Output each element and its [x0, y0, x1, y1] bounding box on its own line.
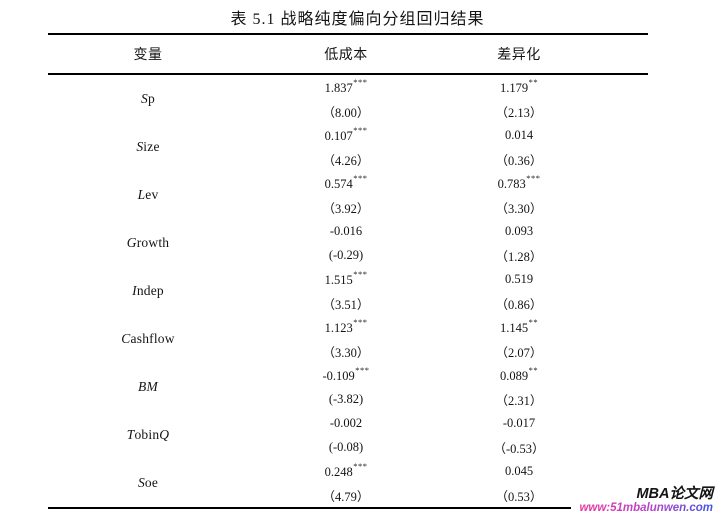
coefficient-cell: 1.515*** [324, 269, 368, 287]
table-header: 变量 低成本 差异化 [48, 33, 648, 75]
variable-name: Soe [137, 475, 159, 490]
table-body: Sp 1.837*** 1.179** （8.00） （2.13） Size 0.107**… [48, 74, 648, 508]
t-value-row: (-0.08) （-0.53） [48, 435, 648, 459]
t-value-row: (-3.82) （2.31） [48, 387, 648, 411]
header-variable: 变量 [48, 33, 248, 75]
spacer-cell [594, 363, 648, 411]
coefficient-row: BM -0.109*** 0.089** [48, 363, 648, 394]
t-value-cell: （8.00） [322, 105, 370, 120]
coefficient-cell: 0.014 [504, 127, 534, 142]
variable-name: TobinQ [126, 427, 170, 442]
coefficient-cell: 0.574*** [324, 173, 368, 191]
header-low-cost: 低成本 [248, 33, 444, 75]
t-value-cell: (-0.29) [328, 247, 364, 262]
significance-stars: ** [528, 317, 539, 328]
t-value-cell: （2.13） [495, 105, 543, 120]
coefficient-cell: 0.519 [504, 271, 534, 286]
t-value-cell: （0.53） [495, 489, 543, 504]
coefficient-cell: 0.093 [504, 223, 534, 238]
variable-name: Size [136, 139, 160, 154]
coefficient-row: Indep 1.515*** 0.519 [48, 267, 648, 298]
t-value-row: （3.92） （3.30） [48, 195, 648, 219]
significance-stars: *** [526, 173, 541, 184]
coefficient-cell: -0.017 [502, 415, 536, 430]
t-value-cell: （3.51） [322, 297, 370, 312]
coefficient-row: Soe 0.248*** 0.045 [48, 459, 648, 490]
t-value-cell: (-3.82) [328, 391, 364, 406]
table-title: 表 5.1 战略纯度偏向分组回归结果 [230, 11, 485, 28]
t-value-row: （4.26） （0.36） [48, 147, 648, 171]
t-value-row: （4.79） （0.53） [48, 483, 648, 508]
t-value-cell: （0.86） [495, 297, 543, 312]
spacer-cell [594, 171, 648, 219]
coefficient-cell: 1.837*** [324, 77, 368, 95]
coefficient-cell: 1.123*** [324, 317, 368, 335]
variable-name: Growth [126, 235, 170, 250]
spacer-cell [594, 123, 648, 171]
significance-stars: ** [528, 365, 539, 376]
t-value-cell: （4.26） [322, 153, 370, 168]
t-value-row: (-0.29) （1.28） [48, 243, 648, 267]
significance-stars: *** [353, 317, 368, 328]
spacer-cell [594, 74, 648, 123]
t-value-cell: （1.28） [495, 249, 543, 264]
regression-table: 变量 低成本 差异化 Sp 1.837*** 1.179** （8.00） （2.13）… [48, 33, 648, 509]
header-spacer [594, 33, 648, 75]
header-differentiation: 差异化 [444, 33, 594, 75]
t-value-cell: （2.31） [495, 393, 543, 408]
significance-stars: *** [353, 173, 368, 184]
coefficient-cell: 0.089** [499, 365, 539, 383]
spacer-cell [594, 411, 648, 459]
variable-name: Lev [137, 187, 159, 202]
t-value-cell: （3.30） [495, 201, 543, 216]
watermark-site-name: MBA论文网 [636, 485, 713, 502]
t-value-cell: (-0.08) [328, 439, 364, 454]
variable-name: BM [138, 379, 158, 394]
coefficient-cell: -0.002 [329, 415, 363, 430]
t-value-row: （8.00） （2.13） [48, 99, 648, 123]
t-value-cell: （3.30） [322, 345, 370, 360]
significance-stars: *** [355, 365, 370, 376]
significance-stars: ** [528, 77, 539, 88]
spacer-cell [594, 315, 648, 363]
variable-name: Sp [141, 91, 155, 106]
t-value-cell: （4.79） [322, 489, 370, 504]
t-value-cell: （3.92） [322, 201, 370, 216]
coefficient-cell: 0.107*** [324, 125, 368, 143]
spacer-cell [594, 267, 648, 315]
t-value-row: （3.30） （2.07） [48, 339, 648, 363]
coefficient-row: Lev 0.574*** 0.783*** [48, 171, 648, 202]
coefficient-cell: 0.248*** [324, 461, 368, 479]
watermark: MBA论文网 www:51mbalunwen.com [571, 484, 714, 516]
coefficient-row: Growth -0.016 0.093 [48, 219, 648, 251]
coefficient-row: Cashflow 1.123*** 1.145** [48, 315, 648, 346]
t-value-cell: （2.07） [495, 345, 543, 360]
coefficient-cell: -0.109*** [322, 365, 370, 383]
coefficient-row: TobinQ -0.002 -0.017 [48, 411, 648, 443]
significance-stars: *** [353, 125, 368, 136]
t-value-row: （3.51） （0.86） [48, 291, 648, 315]
significance-stars: *** [353, 461, 368, 472]
header-row: 变量 低成本 差异化 [48, 33, 648, 75]
coefficient-cell: -0.016 [329, 223, 363, 238]
coefficient-cell: 0.045 [504, 463, 534, 478]
coefficient-row: Size 0.107*** 0.014 [48, 123, 648, 154]
coefficient-cell: 1.145** [499, 317, 539, 335]
variable-name: Cashflow [121, 331, 175, 346]
variable-name: Indep [132, 283, 164, 298]
coefficient-cell: 0.783*** [497, 173, 541, 191]
t-value-cell: （-0.53） [493, 441, 545, 456]
coefficient-row: Sp 1.837*** 1.179** [48, 74, 648, 106]
t-value-cell: （0.36） [495, 153, 543, 168]
watermark-url: www:51mbalunwen.com [579, 501, 713, 514]
significance-stars: *** [353, 77, 368, 88]
spacer-cell [594, 219, 648, 267]
coefficient-cell: 1.179** [499, 77, 539, 95]
significance-stars: *** [353, 269, 368, 280]
